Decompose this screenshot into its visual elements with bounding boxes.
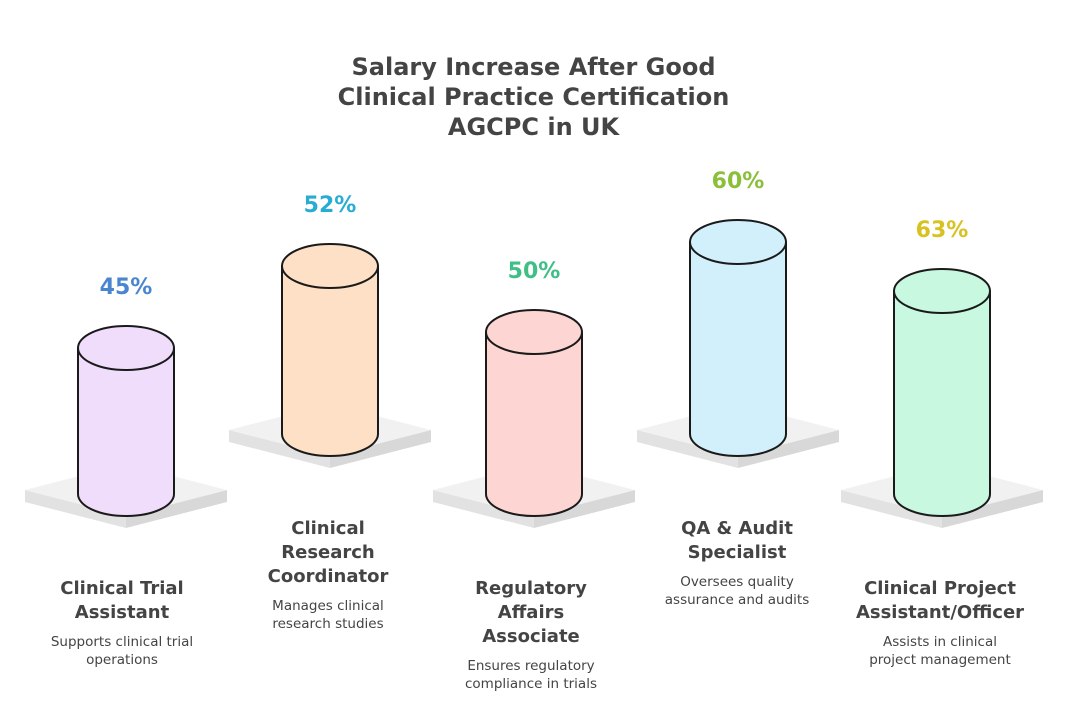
item-name-line: Research — [281, 542, 375, 563]
item-description-line: Manages clinical — [272, 598, 384, 614]
title-line: AGCPC in UK — [447, 113, 620, 141]
item-description-line: Ensures regulatory — [467, 658, 595, 674]
item-name-line: Assistant/Officer — [855, 602, 1025, 623]
value-label: 60% — [712, 169, 765, 194]
item-name-line: Affairs — [497, 602, 565, 623]
cylinder-bar — [689, 241, 787, 457]
item-description: Assists in clinical project management — [833, 633, 1047, 669]
cylinder-bar — [893, 290, 991, 517]
cylinder-bar — [77, 347, 175, 517]
item-name-line: QA & Audit — [681, 518, 793, 539]
item-description: Oversees quality assurance and audits — [637, 573, 837, 609]
item-description-line: Assists in clinical — [883, 634, 997, 650]
title-line: Clinical Practice Certification — [337, 83, 730, 111]
value-label: 50% — [508, 259, 561, 284]
title-line: Salary Increase After Good — [351, 53, 716, 81]
item-label-qa-audit-specialist: QA & Audit Specialist Oversees quality a… — [637, 517, 837, 609]
item-description-line: operations — [86, 652, 158, 668]
item-name: QA & Audit Specialist — [637, 517, 837, 565]
item-name: Clinical Project Assistant/Officer — [833, 577, 1047, 625]
item-name-line: Clinical Project — [864, 578, 1016, 599]
platform-side-right — [942, 490, 1043, 528]
platform-side-right — [534, 490, 635, 528]
platform-side-left — [637, 430, 738, 468]
item-description-line: assurance and audits — [664, 592, 810, 608]
cylinder-top — [893, 268, 991, 314]
value-label: 45% — [100, 275, 153, 300]
cylinder-top — [281, 243, 379, 289]
platform-side-right — [126, 490, 227, 528]
item-name: Regulatory Affairs Associate — [431, 577, 631, 649]
cylinder-top — [77, 325, 175, 371]
value-label: 52% — [304, 193, 357, 218]
value-label: 63% — [916, 218, 969, 243]
item-description-line: project management — [869, 652, 1011, 668]
item-name-line: Specialist — [687, 542, 787, 563]
item-name: Clinical Trial Assistant — [22, 577, 222, 625]
platform-side-left — [433, 490, 534, 528]
cylinder-top — [689, 219, 787, 265]
platform-side-left — [841, 490, 942, 528]
item-label-clinical-research-coordinator: Clinical Research Coordinator Manages cl… — [228, 517, 428, 633]
platform-side-right — [738, 430, 839, 468]
item-label-clinical-trial-assistant: Clinical Trial Assistant Supports clinic… — [22, 577, 222, 669]
item-name-line: Assistant — [74, 602, 170, 623]
item-label-regulatory-affairs-associate: Regulatory Affairs Associate Ensures reg… — [431, 577, 631, 693]
chart-title: Salary Increase After Good Clinical Prac… — [0, 52, 1067, 142]
item-description: Manages clinical research studies — [228, 597, 428, 633]
item-description: Ensures regulatory compliance in trials — [431, 657, 631, 693]
item-description-line: research studies — [272, 616, 384, 632]
item-description-line: Oversees quality — [680, 574, 794, 590]
item-name-line: Regulatory — [475, 578, 587, 599]
item-name-line: Clinical — [291, 518, 365, 539]
cylinder-bar — [281, 265, 379, 457]
item-description-line: compliance in trials — [464, 676, 597, 692]
cylinder-bar — [485, 331, 583, 517]
item-name-line: Associate — [482, 626, 580, 647]
item-name-line: Coordinator — [267, 566, 389, 587]
item-label-clinical-project-assistant-officer: Clinical Project Assistant/Officer Assis… — [833, 577, 1047, 669]
platform-side-right — [330, 430, 431, 468]
item-description-line: Supports clinical trial — [50, 634, 194, 650]
item-name-line: Clinical Trial — [60, 578, 184, 599]
item-name: Clinical Research Coordinator — [228, 517, 428, 589]
cylinder-top — [485, 309, 583, 355]
platform-side-left — [25, 490, 126, 528]
platform-side-left — [229, 430, 330, 468]
item-description: Supports clinical trial operations — [22, 633, 222, 669]
